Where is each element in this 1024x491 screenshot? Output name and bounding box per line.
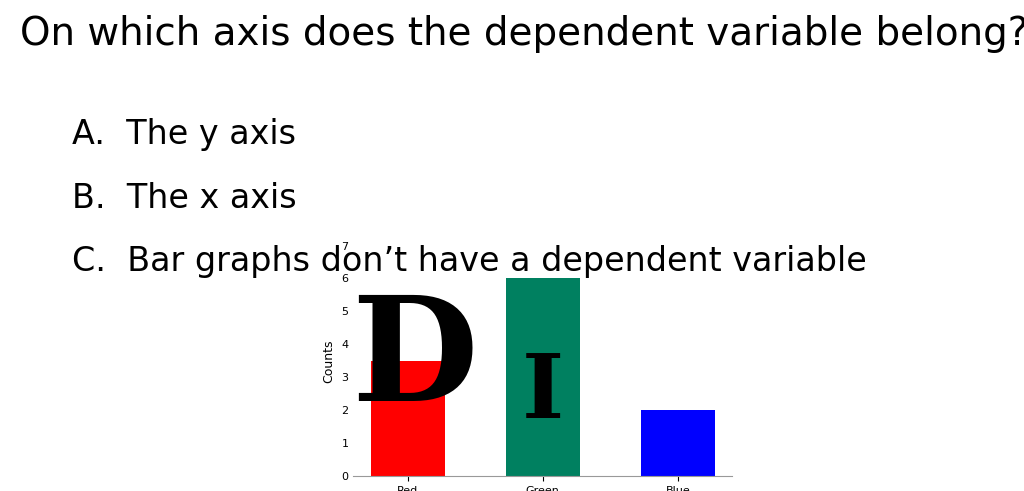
- Text: A.  The y axis: A. The y axis: [72, 118, 296, 151]
- Text: I: I: [521, 351, 564, 437]
- Text: On which axis does the dependent variable belong?: On which axis does the dependent variabl…: [20, 15, 1024, 53]
- Y-axis label: Counts: Counts: [323, 339, 336, 382]
- Bar: [506, 278, 580, 476]
- Bar: [641, 410, 715, 476]
- Bar: [371, 361, 444, 476]
- Text: C.  Bar graphs don’t have a dependent variable: C. Bar graphs don’t have a dependent var…: [72, 246, 866, 278]
- Text: B.  The x axis: B. The x axis: [72, 182, 296, 215]
- Text: D: D: [351, 290, 477, 432]
